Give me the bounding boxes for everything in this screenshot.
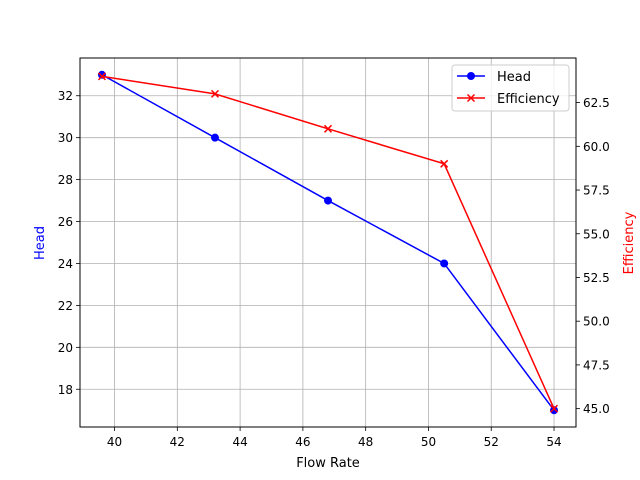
y2-tick-label: 50.0 <box>583 315 610 329</box>
x-tick-label: 44 <box>232 435 247 449</box>
y-tick-label: 20 <box>58 341 73 355</box>
y2-tick-label: 52.5 <box>583 271 610 285</box>
data-series <box>97 70 559 415</box>
y2-tick-label: 62.5 <box>583 96 610 110</box>
y2-tick-label: 47.5 <box>583 358 610 372</box>
y-axis-ticks: 18 20 22 24 26 28 30 32 <box>58 89 80 397</box>
legend-efficiency-label: Efficiency <box>497 92 560 107</box>
legend-head-label: Head <box>497 70 531 85</box>
plot-frame <box>79 57 577 428</box>
data-point-circle-icon <box>324 196 332 205</box>
y2-tick-label: 45.0 <box>583 402 610 416</box>
y2-axis-label: Efficiency <box>622 211 637 274</box>
series-line-efficiency <box>101 75 555 409</box>
data-point-circle-icon <box>440 259 449 268</box>
data-point-x-icon <box>440 159 449 168</box>
legend-efficiency-marker-icon <box>466 93 476 103</box>
y2-tick-label: 55.0 <box>583 227 610 241</box>
y-tick-label: 32 <box>58 89 73 103</box>
x-tick-label: 52 <box>484 435 499 449</box>
data-point-circle-icon <box>97 70 106 79</box>
data-point-x-icon <box>97 72 107 81</box>
x-axis-label: Flow Rate <box>296 456 360 471</box>
x-tick-label: 48 <box>358 435 373 449</box>
x-tick-label: 40 <box>107 435 122 449</box>
legend: Head Efficiency <box>451 64 570 112</box>
y2-tick-label: 60.0 <box>583 140 610 154</box>
y-axis-label: Head <box>33 226 48 260</box>
data-point-circle-icon <box>210 133 219 142</box>
y-tick-label: 18 <box>58 383 73 397</box>
data-point-x-icon <box>323 124 333 133</box>
x-tick-label: 42 <box>170 435 185 449</box>
y-tick-label: 22 <box>58 299 73 313</box>
legend-head-marker-icon <box>467 72 475 80</box>
data-point-x-icon <box>210 89 220 98</box>
y-tick-label: 30 <box>58 131 73 145</box>
x-tick-label: 50 <box>421 435 436 449</box>
grid-lines <box>80 58 576 427</box>
y2-tick-label: 57.5 <box>583 184 610 198</box>
y-tick-label: 26 <box>58 215 73 229</box>
y2-axis-ticks: 45.0 47.5 50.0 52.5 55.0 57.5 60.0 62.5 <box>576 96 610 416</box>
y-tick-label: 24 <box>58 257 73 271</box>
x-axis-ticks: 40 42 44 46 48 50 52 54 <box>107 427 562 449</box>
x-tick-label: 46 <box>295 435 310 449</box>
series-line-head <box>101 74 555 411</box>
x-tick-label: 54 <box>546 435 561 449</box>
data-point-circle-icon <box>550 406 559 415</box>
y-tick-label: 28 <box>58 173 73 187</box>
data-point-x-icon <box>549 404 559 413</box>
